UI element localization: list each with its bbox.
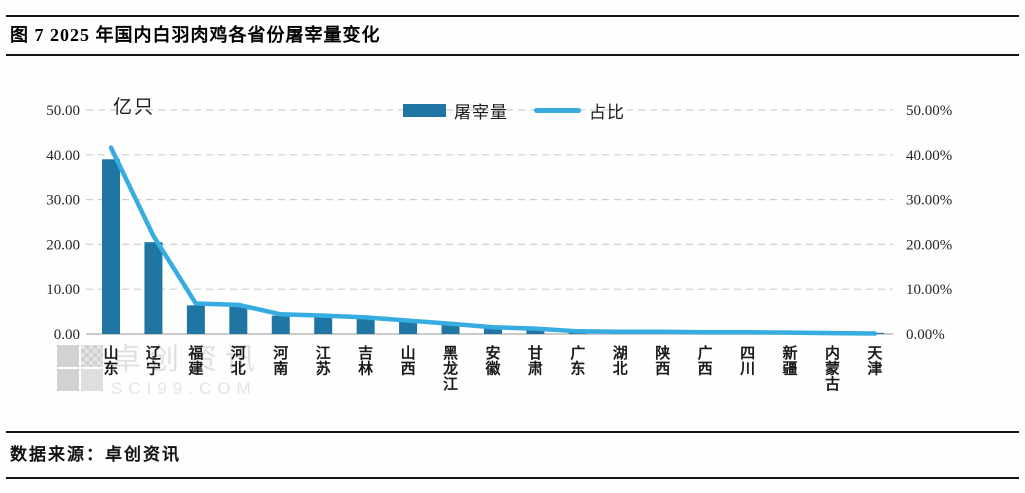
x-axis-label: 广东 [570,344,585,378]
x-axis-label: 陕西 [655,344,670,378]
x-axis-label: 山西 [401,345,416,378]
top-divider [6,15,1019,17]
right-axis-tick: 10.00% [906,282,952,298]
x-axis-label: 新疆 [783,344,798,378]
legend-bar-swatch-icon [403,104,446,117]
proportion-line [108,145,878,336]
x-axis-label: 甘肃 [528,344,543,378]
left-axis-unit-label: 亿只 [113,97,156,118]
footer-top-divider [6,431,1019,433]
x-axis-label: 安徽 [484,344,501,378]
x-axis-label: 广西 [698,344,713,378]
watermark: 卓创资讯 SCI99.COM [57,345,263,399]
data-source: 数据来源：卓创资讯 [10,445,181,464]
left-axis-tick: 20.00 [46,237,80,253]
chart-area: 卓创资讯 SCI99.COM 0.00 0.00% 10.00 10.00% 20.00… [0,58,1025,432]
legend-line-swatch-icon [534,108,581,113]
bar [271,315,290,334]
legend-line-label: 占比 [589,103,625,122]
left-axis-tick: 30.00 [46,193,80,209]
bar [399,321,418,334]
bar [356,318,375,334]
watermark-logo-icon [57,345,103,391]
legend-bar-label: 屠宰量 [454,103,508,122]
left-axis-tick: 50.00 [46,103,80,119]
x-axis-label: 湖北 [613,345,628,378]
watermark-domain: SCI99.COM [111,379,257,398]
right-axis-tick: 30.00% [906,193,952,209]
footer-bottom-divider [6,477,1019,479]
bar [102,159,120,334]
combo-chart: 0.00 0.00% 10.00 10.00% 20.00 20.00% 30.00 30.0… [46,103,952,393]
chart-legend: 屠宰量 占比 [403,98,625,123]
left-axis-tick: 10.00 [46,282,80,298]
x-axis-label: 福建 [187,344,204,378]
left-axis-tick: 40.00 [46,148,80,164]
x-axis-label: 天津 [867,345,883,378]
title-divider [6,54,1019,56]
x-axis-label: 黑龙江 [442,345,458,393]
bar [526,329,545,334]
x-axis-label: 吉林 [358,344,374,378]
bar [144,242,163,334]
right-axis-tick: 20.00% [906,237,952,253]
left-axis-tick: 0.00 [54,327,80,343]
watermark-text: 卓创资讯 SCI99.COM [111,345,263,399]
bar [441,324,460,334]
x-axis-label: 河北 [231,344,246,378]
x-axis-label: 四川 [739,345,755,378]
right-axis-tick: 50.00% [906,103,952,119]
watermark-brand: 卓创资讯 [111,343,263,376]
x-axis-label: 山东 [103,345,118,378]
bar [229,306,248,334]
bar [186,305,205,334]
bar [314,316,333,334]
x-axis-label: 河南 [273,344,288,378]
right-axis-tick: 40.00% [906,148,952,164]
x-axis-label: 辽宁 [146,345,161,378]
bar [483,327,502,334]
x-axis-label: 江苏 [316,344,331,378]
right-axis-tick: 0.00% [906,327,945,343]
x-axis-label: 内蒙古 [825,344,840,393]
figure-title: 图 7 2025 年国内白羽肉鸡各省份屠宰量变化 [10,25,381,45]
